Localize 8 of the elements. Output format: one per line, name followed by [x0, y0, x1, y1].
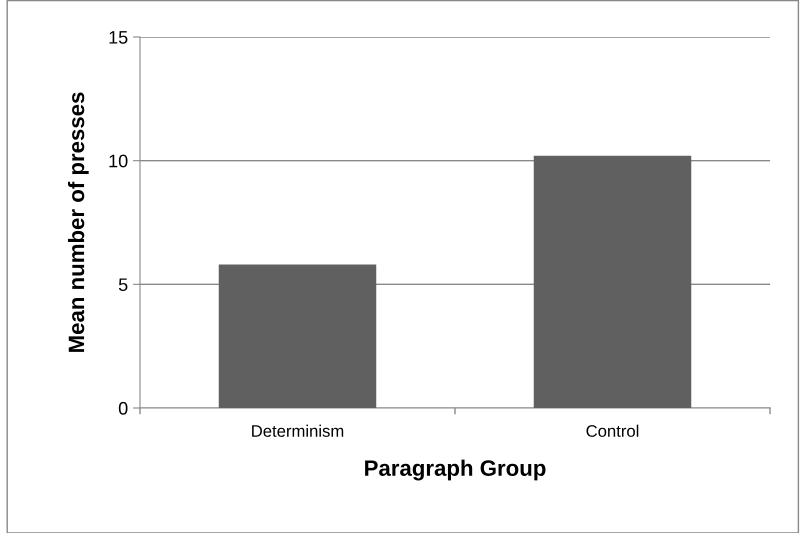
y-tick-label: 10 — [109, 154, 128, 168]
x-tick-label: Determinism — [252, 424, 344, 437]
y-axis-title: Mean number of presses — [68, 92, 89, 352]
y-tick-label: 0 — [118, 402, 128, 415]
y-tick-label: 15 — [109, 31, 128, 44]
y-tick-label: 5 — [118, 278, 128, 292]
x-axis-title: Paragraph Group — [365, 460, 546, 480]
x-tick-label: Control — [586, 424, 638, 437]
